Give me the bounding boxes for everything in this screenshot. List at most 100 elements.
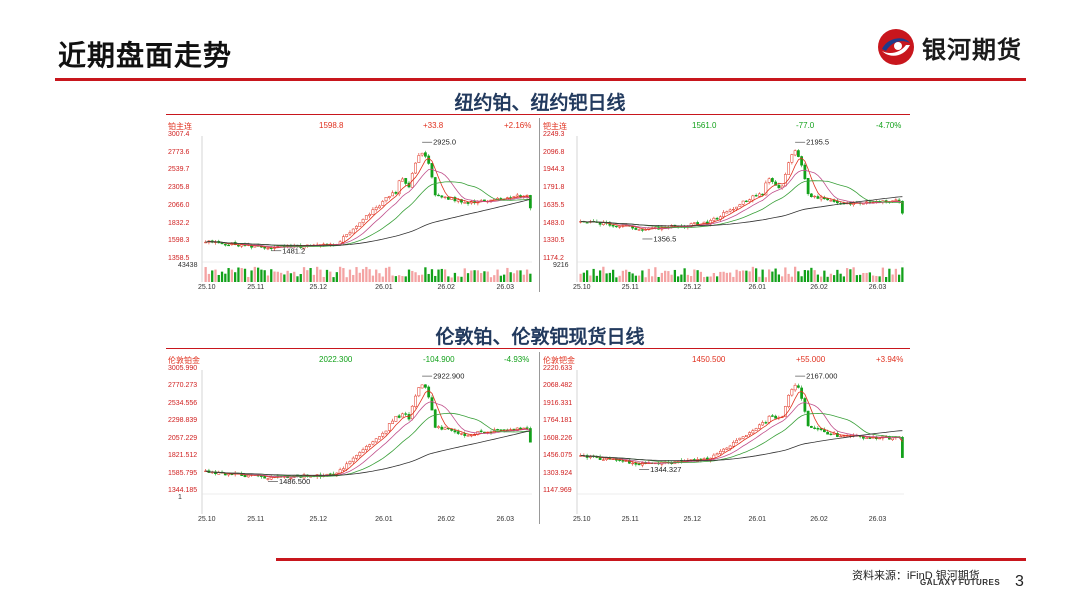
kline-plot-area[interactable]: 2195.5 1356.5 xyxy=(541,118,910,294)
volume-bar xyxy=(641,270,644,282)
volume-bar xyxy=(375,269,378,282)
candle-body xyxy=(835,200,839,204)
volume-bar xyxy=(217,274,220,282)
candle-body xyxy=(433,409,437,428)
volume-bar xyxy=(207,273,211,282)
candle-body xyxy=(900,200,904,214)
volume-bar xyxy=(897,274,901,282)
candle-body xyxy=(397,415,401,418)
candle-body xyxy=(351,228,355,234)
x-tick-label: 25.11 xyxy=(247,516,265,523)
kline-plot-area[interactable]: 2922.900 1486.500 xyxy=(166,352,538,526)
page-number: 3 xyxy=(1015,573,1024,590)
volume-bar xyxy=(273,271,276,282)
volume-bar xyxy=(522,274,525,282)
volume-bar xyxy=(368,269,371,282)
volume-bar xyxy=(516,270,519,282)
volume-bar xyxy=(263,270,266,282)
candle-body xyxy=(842,435,846,437)
x-tick-label: 25.10 xyxy=(198,284,216,291)
contract-name: 伦敦铂金 xyxy=(168,356,200,365)
candle-body xyxy=(358,222,362,227)
x-tick-label: 25.12 xyxy=(683,516,702,523)
candle-body xyxy=(634,227,638,230)
candle-body xyxy=(803,164,807,180)
moving-average-line xyxy=(205,401,531,478)
volume-bar xyxy=(667,271,670,282)
volume-axis-label: 1 xyxy=(178,494,182,501)
y-tick-label: 1344.185 xyxy=(168,487,198,494)
volume-bar xyxy=(466,273,470,282)
volume-bar xyxy=(654,267,657,282)
candle-body xyxy=(611,225,615,227)
volume-bar xyxy=(829,273,833,282)
candle-body xyxy=(345,234,349,237)
candle-body xyxy=(754,428,758,431)
price-change: -77.0 xyxy=(796,121,815,130)
volume-bar xyxy=(266,275,270,282)
kline-chart[interactable]: 铂主连 1598.8 +33.8 +2.16% 3007.4 2773.6 2539.7 23… xyxy=(166,118,538,294)
candle-body xyxy=(417,387,421,397)
volume-bar xyxy=(709,276,712,282)
volume-bar xyxy=(391,275,394,282)
volume-bar xyxy=(712,272,716,282)
kline-chart[interactable]: 钯主连 1561.0 -77.0 -4.70% 2249.3 2096.8 1944.3 17… xyxy=(541,118,910,294)
moving-average-line xyxy=(205,181,531,247)
volume-bar xyxy=(306,270,309,282)
price-change-pct: -4.70% xyxy=(876,121,902,130)
volume-bar xyxy=(411,270,414,282)
volume-bar xyxy=(745,270,748,282)
candle-body xyxy=(528,195,532,209)
y-tick-label: 1147.969 xyxy=(543,487,572,494)
volume-bar xyxy=(715,276,719,282)
volume-bar xyxy=(335,272,338,282)
kline-plot-area[interactable]: 2167.000 1344.327 xyxy=(541,352,910,526)
volume-bar xyxy=(279,272,283,282)
volume-bar xyxy=(839,273,842,282)
candle-body xyxy=(813,427,817,429)
candle-body xyxy=(427,155,431,164)
kline-chart[interactable]: 伦敦钯金 1450.500 +55.000 +3.94% 2220.633 2068.48… xyxy=(541,352,910,526)
kline-plot-area[interactable]: 2925.0 1481.2 xyxy=(166,118,538,294)
volume-bar xyxy=(509,272,512,282)
candle-body xyxy=(722,448,726,452)
volume-bar xyxy=(394,276,398,282)
volume-bar xyxy=(592,268,595,282)
volume-bar xyxy=(832,275,836,282)
candle-body xyxy=(351,457,355,462)
low-annotation: 1344.327 xyxy=(650,465,681,474)
candle-body xyxy=(463,202,467,204)
kline-chart[interactable]: 伦敦铂金 2022.300 -104.900 -4.93% 3005.990 2770.2… xyxy=(166,352,538,526)
price-change-pct: +2.16% xyxy=(504,121,532,130)
price-change: +33.8 xyxy=(423,121,444,130)
x-tick-label: 26.02 xyxy=(810,516,828,523)
x-tick-label: 26.03 xyxy=(496,284,514,291)
volume-bar xyxy=(302,267,306,282)
candle-body xyxy=(263,476,267,479)
volume-bar xyxy=(748,271,751,282)
volume-bar xyxy=(480,273,483,282)
candle-body xyxy=(748,199,752,202)
volume-bar xyxy=(790,276,794,282)
volume-bar xyxy=(751,266,755,282)
candle-body xyxy=(361,449,365,453)
candle-body xyxy=(728,209,732,212)
volume-bar xyxy=(842,276,846,282)
y-tick-label: 2220.633 xyxy=(543,365,573,372)
quote-info-row: 铂主连 1598.8 +33.8 +2.16% xyxy=(166,118,538,132)
candle-body xyxy=(777,184,781,189)
volume-bar xyxy=(634,275,638,282)
y-tick-label: 1330.5 xyxy=(543,237,565,245)
candle-body xyxy=(631,462,635,465)
candle-body xyxy=(731,442,735,447)
candle-body xyxy=(371,209,375,215)
candle-body xyxy=(835,433,839,437)
candle-body xyxy=(528,428,532,443)
candle-body xyxy=(813,195,817,198)
candle-body xyxy=(900,436,904,458)
candle-body xyxy=(401,178,404,182)
candle-body xyxy=(440,195,444,198)
candle-body xyxy=(829,433,833,436)
last-price: 1450.500 xyxy=(692,355,726,364)
price-change-pct: +3.94% xyxy=(876,355,904,364)
